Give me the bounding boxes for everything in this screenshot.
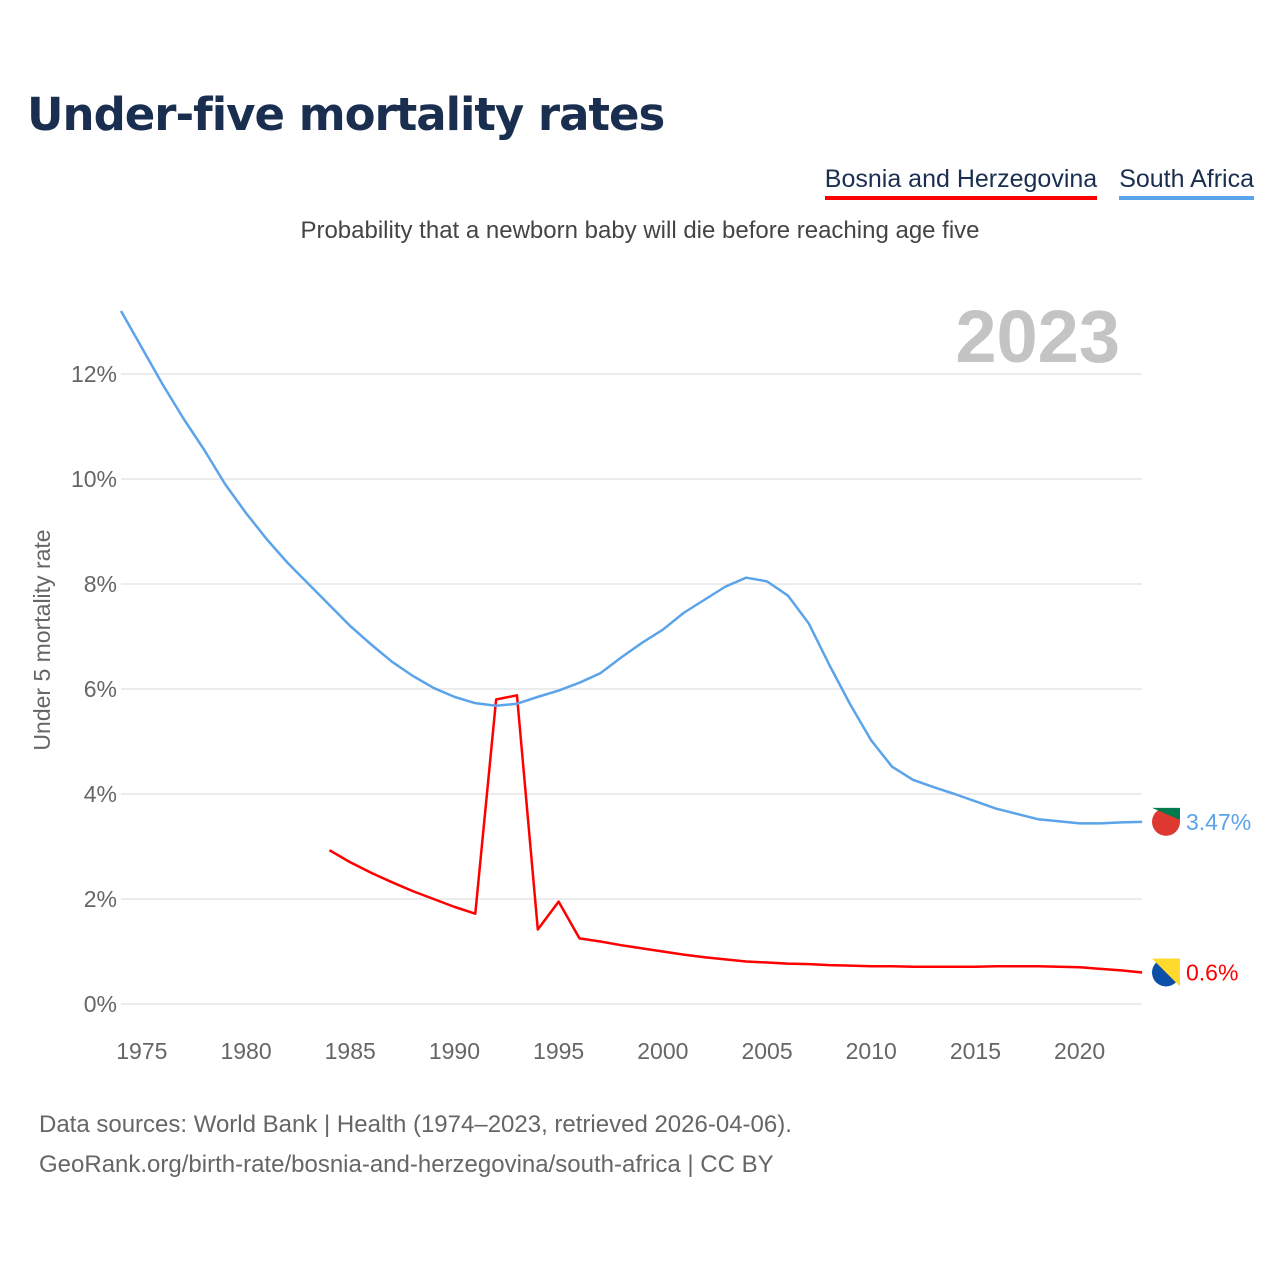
y-tick-label: 4% — [84, 781, 117, 807]
x-tick-label: 1985 — [325, 1038, 376, 1064]
y-tick-label: 6% — [84, 676, 117, 702]
legend-item-south-africa[interactable]: South Africa — [1119, 165, 1254, 200]
y-tick-label: 0% — [84, 991, 117, 1017]
data-source: Data sources: World Bank | Health (1974–… — [39, 1111, 792, 1138]
x-tick-label: 2020 — [1054, 1038, 1105, 1064]
x-tick-label: 1975 — [116, 1038, 167, 1064]
y-tick-label: 12% — [71, 361, 117, 387]
y-tick-label: 8% — [84, 571, 117, 597]
source-url[interactable]: GeoRank.org/birth-rate/bosnia-and-herzeg… — [39, 1151, 774, 1178]
x-tick-label: 2005 — [741, 1038, 792, 1064]
y-axis-label: Under 5 mortality rate — [29, 529, 55, 750]
end-value-label: 0.6% — [1186, 960, 1238, 986]
flag-icon-detail — [1152, 958, 1180, 987]
x-tick-label: 1995 — [533, 1038, 584, 1064]
x-tick-label: 1980 — [220, 1038, 271, 1064]
series-line-south-africa — [119, 310, 1143, 825]
end-value-label: 3.47% — [1186, 809, 1251, 835]
x-tick-label: 2010 — [846, 1038, 897, 1064]
y-tick-label: 10% — [71, 466, 117, 492]
chart-title: Under-five mortality rates — [27, 88, 665, 141]
x-tick-label: 2000 — [637, 1038, 688, 1064]
legend-item-bosnia[interactable]: Bosnia and Herzegovina — [824, 165, 1098, 200]
x-tick-label: 2015 — [950, 1038, 1001, 1064]
footer: Data sources: World Bank | Health (1974–… — [39, 1105, 792, 1185]
year-label: 2023 — [955, 295, 1120, 378]
legend: Bosnia and Herzegovina South Africa — [824, 165, 1254, 200]
x-tick-label: 1990 — [429, 1038, 480, 1064]
flag-icon-detail — [1152, 807, 1180, 820]
series-line-bosnia — [328, 694, 1143, 974]
y-tick-label: 2% — [84, 886, 117, 912]
chart-subtitle: Probability that a newborn baby will die… — [300, 217, 980, 244]
